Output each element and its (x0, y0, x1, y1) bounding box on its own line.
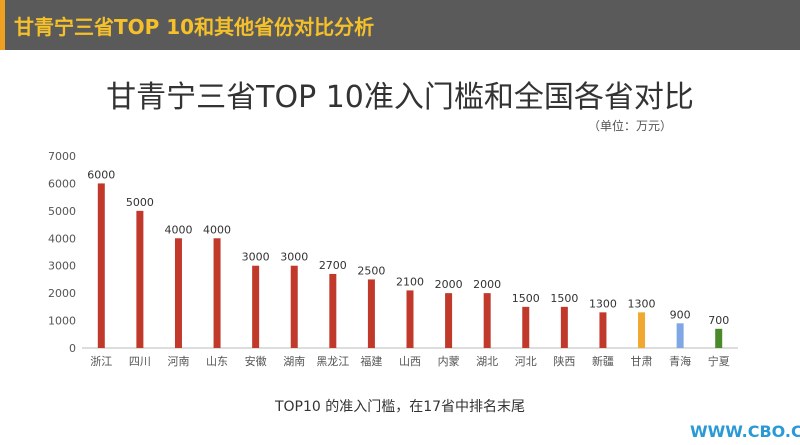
bar (252, 265, 260, 348)
data-label: 6000 (87, 168, 115, 181)
data-label: 5000 (126, 196, 154, 209)
category-label: 内蒙 (438, 354, 460, 368)
bar-chart: 0 1000 2000 3000 4000 5000 6000 7000 6000 浙江 5000 四… (48, 150, 738, 368)
data-label: 1300 (589, 297, 617, 310)
data-label: 2000 (435, 278, 463, 291)
header-bar (0, 0, 800, 50)
data-label: 4000 (203, 223, 231, 236)
chart-title: 甘青宁三省TOP 10准入门槛和全国各省对比 (106, 80, 694, 115)
header-title: 甘青宁三省TOP 10和其他省份对比分析 (14, 15, 375, 39)
category-label: 河北 (515, 355, 537, 368)
bar (445, 293, 453, 348)
category-label: 宁夏 (708, 354, 730, 368)
category-label: 安徽 (245, 354, 267, 368)
data-label: 900 (670, 308, 691, 321)
y-tick-label: 6000 (48, 177, 76, 190)
category-label: 福建 (360, 354, 382, 368)
category-label: 新疆 (592, 354, 614, 368)
data-label: 2700 (319, 259, 347, 272)
data-label: 2100 (396, 275, 424, 288)
data-label: 2000 (473, 278, 501, 291)
bar (522, 306, 530, 348)
chart-caption: TOP10 的准入门槛，在17省中排名末尾 (274, 399, 526, 415)
category-label: 浙江 (90, 355, 112, 368)
category-label: 山东 (206, 355, 228, 368)
bar (174, 238, 182, 348)
watermark: WWW.CBO.CN (690, 422, 800, 441)
unit-label: （单位：万元） (588, 119, 673, 133)
category-label: 湖南 (283, 355, 305, 368)
data-label: 3000 (242, 251, 270, 264)
y-tick-label: 2000 (48, 287, 76, 300)
data-label: 4000 (164, 223, 192, 236)
bar (560, 306, 568, 348)
y-tick-label: 4000 (48, 232, 76, 245)
data-label: 1500 (550, 292, 578, 305)
bar (136, 210, 144, 348)
bar (213, 238, 221, 348)
bar (599, 312, 607, 348)
bar (715, 328, 723, 348)
y-tick-label: 0 (69, 342, 76, 355)
category-label: 甘肃 (631, 355, 653, 368)
bar (406, 290, 414, 348)
header-accent (0, 0, 5, 50)
category-label: 青海 (669, 354, 691, 368)
data-label: 2500 (357, 264, 385, 277)
category-label: 黑龙江 (316, 355, 349, 368)
bar (329, 273, 337, 348)
bar (367, 279, 375, 348)
bar (290, 265, 298, 348)
category-label: 四川 (129, 355, 151, 368)
data-label: 1500 (512, 292, 540, 305)
data-label: 1300 (628, 297, 656, 310)
category-label: 山西 (399, 355, 421, 368)
data-label: 700 (708, 314, 729, 327)
y-tick-label: 7000 (48, 150, 76, 163)
y-tick-label: 1000 (48, 315, 76, 328)
bar (483, 293, 491, 348)
bar (676, 323, 684, 348)
data-label: 3000 (280, 251, 308, 264)
y-tick-label: 3000 (48, 260, 76, 273)
category-label: 湖北 (476, 355, 498, 368)
y-tick-label: 5000 (48, 205, 76, 218)
category-label: 陕西 (553, 354, 575, 368)
bar (638, 312, 646, 348)
bar (97, 183, 105, 348)
category-label: 河南 (167, 355, 189, 368)
